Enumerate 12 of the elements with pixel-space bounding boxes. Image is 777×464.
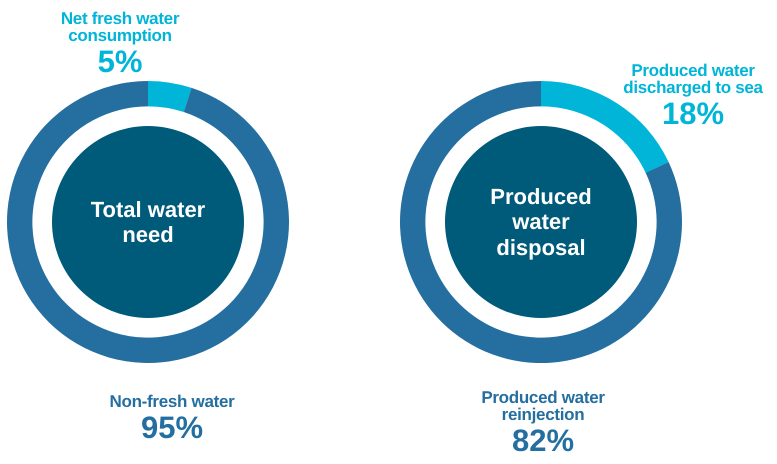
data-label: 82% [512, 423, 574, 458]
slice-label: Net fresh water consumption [60, 9, 180, 45]
data-label: 5% [98, 44, 142, 79]
donut-slice [148, 81, 192, 112]
slice-label: Produced water reinjection [480, 388, 606, 424]
data-label: 95% [140, 410, 204, 445]
text: Total water need [90, 196, 206, 248]
data-label: 18% [662, 96, 726, 131]
text: Produced water disposal [489, 184, 593, 260]
donut-slice [7, 81, 289, 363]
slice-label: Produced water discharged to sea [622, 61, 764, 97]
slice-label: Non-fresh water [108, 392, 236, 411]
